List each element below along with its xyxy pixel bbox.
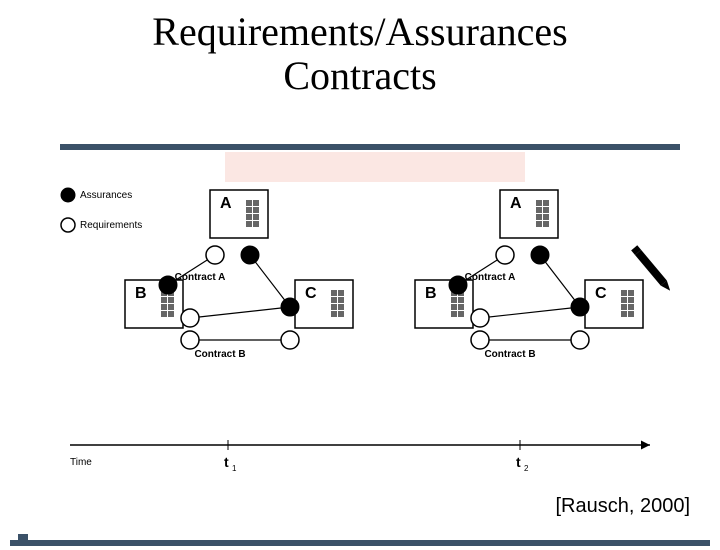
component-grid-cell [543, 221, 549, 227]
dot-A_ass [531, 246, 549, 264]
component-grid-cell [246, 207, 252, 213]
dot-C_req [281, 331, 299, 349]
component-grid-cell [168, 304, 174, 310]
dot-B_ass [449, 276, 467, 294]
legend-requirements-dot [61, 218, 75, 232]
component-label-A: A [220, 195, 232, 212]
component-grid-cell [246, 221, 252, 227]
edge-label-0: Contract A [175, 272, 226, 283]
component-label-A: A [510, 195, 522, 212]
component-grid-cell [536, 214, 542, 220]
component-label-B: B [135, 285, 147, 302]
component-grid-cell [621, 304, 627, 310]
contracts-diagram: Assurances Requirements A B C Contract A Contr… [50, 185, 670, 485]
component-grid-cell [628, 311, 634, 317]
component-grid-cell [458, 297, 464, 303]
component-box-A [500, 190, 558, 238]
edge-1 [250, 255, 290, 307]
dot-B_req2 [181, 331, 199, 349]
component-grid-cell [628, 290, 634, 296]
dot-C_ass [281, 298, 299, 316]
component-grid-cell [331, 311, 337, 317]
component-grid-cell [253, 214, 259, 220]
component-box-C [585, 280, 643, 328]
component-grid-cell [628, 304, 634, 310]
component-grid-cell [168, 311, 174, 317]
component-grid-cell [621, 297, 627, 303]
component-label-C: C [305, 285, 317, 302]
component-grid-cell [338, 304, 344, 310]
component-grid-cell [451, 311, 457, 317]
component-grid-cell [331, 297, 337, 303]
timeline-label: Time [70, 457, 92, 468]
footer-square-icon [18, 534, 28, 544]
component-box-C [295, 280, 353, 328]
dot-A_req [206, 246, 224, 264]
component-grid-cell [536, 207, 542, 213]
panel: A B C Contract A Contract B [125, 190, 353, 360]
component-grid-cell [161, 304, 167, 310]
footer-rule [10, 540, 710, 546]
edge-label-3: Contract B [194, 349, 245, 360]
component-grid-cell [338, 311, 344, 317]
component-grid-cell [331, 304, 337, 310]
component-grid-cell [543, 200, 549, 206]
legend-assurances-dot [61, 188, 75, 202]
timeline-t2-label: t [516, 454, 521, 470]
timeline-t1-label: t [224, 454, 229, 470]
dot-C_ass [571, 298, 589, 316]
component-grid-cell [161, 297, 167, 303]
component-box-A [210, 190, 268, 238]
slide-title: Requirements/Assurances Contracts [0, 10, 720, 98]
component-grid-cell [253, 207, 259, 213]
component-grid-cell [536, 221, 542, 227]
component-label-B: B [425, 285, 437, 302]
title-underline [60, 144, 680, 150]
component-grid-cell [253, 221, 259, 227]
legend-requirements-label: Requirements [80, 220, 142, 231]
component-grid-cell [458, 304, 464, 310]
component-grid-cell [536, 200, 542, 206]
dot-C_req [571, 331, 589, 349]
edge-label-3: Contract B [484, 349, 535, 360]
dot-A_req [496, 246, 514, 264]
dot-A_ass [241, 246, 259, 264]
edge-label-0: Contract A [465, 272, 516, 283]
pink-highlight [225, 152, 525, 182]
legend-assurances-label: Assurances [80, 190, 132, 201]
component-grid-cell [628, 297, 634, 303]
component-label-C: C [595, 285, 607, 302]
timeline-t2-sub: 2 [524, 464, 529, 473]
component-grid-cell [451, 304, 457, 310]
edge-2 [190, 307, 290, 318]
dot-B_req1 [471, 309, 489, 327]
component-grid-cell [161, 311, 167, 317]
timeline-t1-sub: 1 [232, 464, 237, 473]
component-grid-cell [451, 297, 457, 303]
component-grid-cell [621, 290, 627, 296]
component-grid-cell [338, 297, 344, 303]
component-grid-cell [331, 290, 337, 296]
component-grid-cell [543, 207, 549, 213]
component-grid-cell [543, 214, 549, 220]
component-grid-cell [168, 297, 174, 303]
title-line1: Requirements/Assurances [152, 9, 567, 54]
component-grid-cell [246, 200, 252, 206]
component-grid-cell [338, 290, 344, 296]
edge-2 [480, 307, 580, 318]
title-line2: Contracts [283, 53, 436, 98]
dot-B_req1 [181, 309, 199, 327]
component-grid-cell [246, 214, 252, 220]
component-grid-cell [458, 311, 464, 317]
dot-B_ass [159, 276, 177, 294]
edge-1 [540, 255, 580, 307]
component-grid-cell [621, 311, 627, 317]
panel: A B C Contract A Contract B [415, 190, 670, 360]
component-grid-cell [253, 200, 259, 206]
dot-B_req2 [471, 331, 489, 349]
citation-text: [Rausch, 2000] [555, 495, 690, 518]
